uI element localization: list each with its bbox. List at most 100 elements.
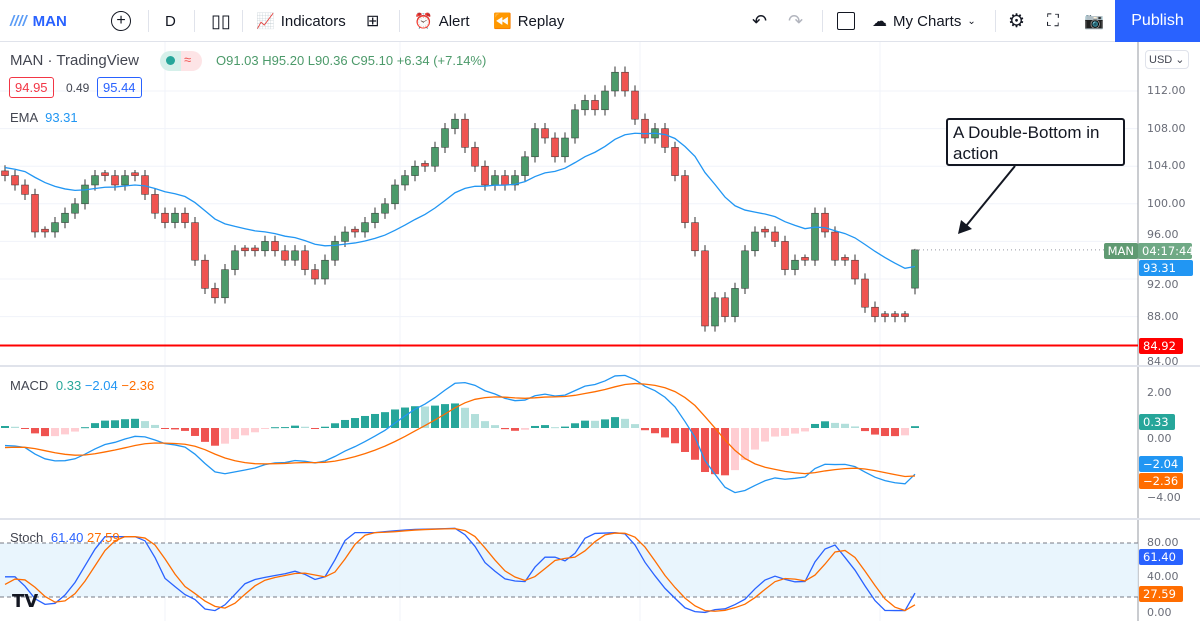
publish-button[interactable]: Publish [1115, 0, 1200, 42]
interval-button[interactable]: D [165, 0, 176, 42]
indicators-button[interactable]: 📈 Indicators [256, 0, 346, 42]
candle [821, 212, 829, 233]
macd-histogram-bar [851, 426, 859, 428]
macd-histogram-bar [741, 428, 749, 461]
candle [491, 175, 499, 186]
market-status-badge[interactable]: ≈ [160, 51, 202, 71]
macd-histogram-bar [561, 426, 569, 428]
stoch-k-tag: 61.40 [1139, 549, 1183, 565]
macd-histogram-bar [791, 428, 799, 434]
tradingview-logo-icon[interactable]: 𝗧𝗩 [12, 591, 39, 611]
bid-price[interactable]: 94.95 [9, 77, 54, 98]
candle [331, 241, 339, 261]
macd-histogram-bar [481, 421, 489, 428]
candle [631, 90, 639, 120]
stoch-tick: 80.00 [1147, 536, 1179, 549]
macd-tick: 0.00 [1147, 432, 1172, 445]
macd-histogram-bar [11, 426, 19, 428]
plus-circle-icon: + [111, 11, 131, 31]
macd-signal-tag: −2.36 [1139, 473, 1183, 489]
macd-histogram-bar [261, 428, 269, 429]
macd-line [4, 374, 916, 494]
redo-button[interactable]: ↷ [788, 0, 803, 42]
arrow-head-icon [958, 220, 972, 234]
fullscreen-button[interactable]: ⛶ [1047, 0, 1059, 42]
macd-histogram-bar [281, 427, 289, 429]
macd-histogram-bar [321, 426, 329, 428]
candle [71, 203, 79, 214]
macd-histogram-bar [291, 425, 299, 428]
candle [351, 228, 359, 233]
divider [995, 10, 996, 32]
ema-label: EMA [10, 110, 38, 125]
macd-histogram-bar [131, 418, 139, 428]
candle [711, 297, 719, 327]
macd-histogram-bar [821, 421, 829, 428]
candle [511, 175, 519, 186]
chart-type-button[interactable]: ▯▯ [211, 0, 231, 42]
ema-line [4, 132, 916, 269]
macd-label: MACD [10, 378, 49, 393]
macd-histogram-bar [531, 425, 539, 428]
macd-histogram-bar [221, 428, 229, 444]
stoch-tick: 0.00 [1147, 606, 1172, 619]
candle [621, 71, 629, 92]
candle [801, 257, 809, 261]
macd-histogram-bar [51, 428, 59, 437]
logo-icon: //// [10, 12, 27, 30]
stoch-d-tag: 27.59 [1139, 586, 1183, 602]
macd-histogram-bar [61, 428, 69, 435]
layout-button[interactable] [837, 0, 855, 42]
macd-hist-value: 0.33 [55, 378, 82, 393]
candle [431, 147, 439, 167]
macd-histogram-bar [371, 413, 379, 428]
candle [601, 90, 609, 111]
ask-price[interactable]: 95.44 [97, 77, 142, 98]
settings-button[interactable]: ⚙ [1008, 0, 1025, 42]
symbol-search[interactable]: //// MAN [10, 0, 67, 42]
candle [201, 259, 209, 289]
candle [481, 165, 489, 186]
compare-button[interactable]: + [111, 0, 131, 42]
replay-button[interactable]: ⏪ Replay [493, 0, 564, 42]
candle [291, 250, 299, 261]
candle [891, 313, 899, 317]
chart-canvas[interactable] [0, 42, 1200, 621]
macd-histogram-bar [551, 427, 559, 429]
macd-histogram-bar [731, 428, 739, 471]
price-tick: 88.00 [1147, 310, 1179, 323]
dot-icon [166, 56, 175, 65]
fullscreen-icon: ⛶ [1047, 11, 1059, 30]
annotation-arrow [965, 165, 1016, 227]
macd-histogram-bar [231, 428, 239, 440]
undo-button[interactable]: ↶ [752, 0, 767, 42]
candle [41, 228, 49, 233]
symbol-tag: MAN [1103, 243, 1138, 259]
candle [841, 257, 849, 261]
macd-histogram-bar [771, 428, 779, 437]
candle [731, 288, 739, 317]
annotation-callout[interactable]: A Double-Bottom in action [946, 118, 1125, 166]
macd-histogram-bar [121, 419, 129, 428]
candle [521, 156, 529, 176]
chevron-down-icon: ⌄ [967, 15, 976, 27]
candle [61, 212, 69, 223]
candle [301, 250, 309, 270]
templates-button[interactable]: ⊞ [366, 0, 379, 42]
candle [541, 128, 549, 139]
candle [501, 175, 509, 186]
candles-icon: ▯▯ [211, 10, 231, 31]
candle [1, 170, 9, 176]
macd-histogram-bar [491, 425, 499, 428]
my-charts-button[interactable]: ☁ My Charts ⌄ [872, 0, 976, 42]
macd-histogram-bar [611, 417, 619, 428]
macd-histogram-bar [671, 428, 679, 444]
currency-select[interactable]: USD ⌄ [1145, 50, 1189, 69]
snapshot-button[interactable]: 📷 [1084, 0, 1104, 42]
macd-histogram-bar [861, 428, 869, 432]
alert-button[interactable]: ⏰ Alert [414, 0, 470, 42]
macd-histogram-bar [381, 412, 389, 428]
candle [661, 128, 669, 148]
stoch-k-line [5, 527, 916, 614]
candle [691, 222, 699, 252]
